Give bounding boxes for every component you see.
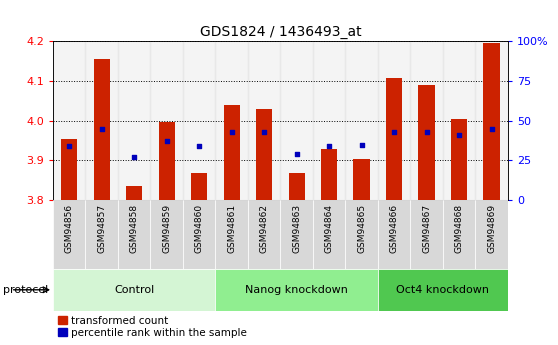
FancyBboxPatch shape xyxy=(475,200,508,269)
Bar xyxy=(345,41,378,200)
Text: Control: Control xyxy=(114,285,155,295)
Bar xyxy=(158,121,175,200)
FancyBboxPatch shape xyxy=(410,200,443,269)
Bar xyxy=(378,41,410,200)
Text: protocol: protocol xyxy=(3,285,48,295)
Point xyxy=(259,129,268,135)
FancyBboxPatch shape xyxy=(85,200,118,269)
Bar xyxy=(191,173,208,200)
Bar xyxy=(94,59,110,200)
Bar xyxy=(386,78,402,200)
Bar xyxy=(126,186,142,200)
Point xyxy=(292,151,301,157)
Bar xyxy=(288,173,305,200)
FancyBboxPatch shape xyxy=(443,200,475,269)
Text: GSM94866: GSM94866 xyxy=(389,204,398,253)
Text: Nanog knockdown: Nanog knockdown xyxy=(245,285,348,295)
Text: GSM94857: GSM94857 xyxy=(97,204,106,253)
Point xyxy=(130,155,139,160)
Text: GSM94867: GSM94867 xyxy=(422,204,431,253)
Text: GSM94865: GSM94865 xyxy=(357,204,366,253)
Text: Oct4 knockdown: Oct4 knockdown xyxy=(396,285,489,295)
Point xyxy=(389,129,398,135)
Bar xyxy=(475,41,508,200)
Point xyxy=(97,126,106,131)
FancyBboxPatch shape xyxy=(183,200,215,269)
FancyBboxPatch shape xyxy=(215,269,378,310)
Point xyxy=(162,139,171,144)
FancyBboxPatch shape xyxy=(53,200,85,269)
Point xyxy=(325,144,334,149)
FancyBboxPatch shape xyxy=(53,269,215,310)
Bar xyxy=(53,41,85,200)
Bar xyxy=(85,41,118,200)
FancyBboxPatch shape xyxy=(378,200,410,269)
Bar xyxy=(61,139,78,200)
Point xyxy=(195,144,204,149)
Text: GSM94864: GSM94864 xyxy=(325,204,334,253)
Bar xyxy=(280,41,313,200)
Point xyxy=(65,144,74,149)
Point xyxy=(455,132,464,138)
Text: GSM94860: GSM94860 xyxy=(195,204,204,253)
Bar xyxy=(118,41,151,200)
Text: GSM94863: GSM94863 xyxy=(292,204,301,253)
Legend: transformed count, percentile rank within the sample: transformed count, percentile rank withi… xyxy=(58,316,247,338)
Bar xyxy=(183,41,215,200)
Bar xyxy=(443,41,475,200)
Bar xyxy=(451,119,467,200)
Bar xyxy=(256,109,272,200)
Bar xyxy=(410,41,443,200)
Text: GSM94858: GSM94858 xyxy=(129,204,139,253)
Bar xyxy=(483,43,499,200)
Text: GSM94856: GSM94856 xyxy=(65,204,74,253)
Bar xyxy=(353,159,370,200)
FancyBboxPatch shape xyxy=(280,200,313,269)
FancyBboxPatch shape xyxy=(345,200,378,269)
Bar xyxy=(418,85,435,200)
Text: GSM94868: GSM94868 xyxy=(455,204,464,253)
Point xyxy=(357,142,366,147)
Bar xyxy=(321,149,337,200)
FancyBboxPatch shape xyxy=(248,200,280,269)
FancyBboxPatch shape xyxy=(118,200,151,269)
Bar xyxy=(313,41,345,200)
Bar xyxy=(151,41,183,200)
Text: GSM94862: GSM94862 xyxy=(259,204,268,253)
Point xyxy=(422,129,431,135)
FancyBboxPatch shape xyxy=(215,200,248,269)
Bar xyxy=(224,105,240,200)
Text: GSM94859: GSM94859 xyxy=(162,204,171,253)
FancyBboxPatch shape xyxy=(378,269,508,310)
Bar xyxy=(248,41,281,200)
FancyBboxPatch shape xyxy=(313,200,345,269)
Bar xyxy=(215,41,248,200)
Title: GDS1824 / 1436493_at: GDS1824 / 1436493_at xyxy=(200,25,361,39)
Text: GSM94869: GSM94869 xyxy=(487,204,496,253)
Point xyxy=(487,126,496,131)
Point xyxy=(227,129,236,135)
Text: GSM94861: GSM94861 xyxy=(227,204,236,253)
FancyBboxPatch shape xyxy=(151,200,183,269)
